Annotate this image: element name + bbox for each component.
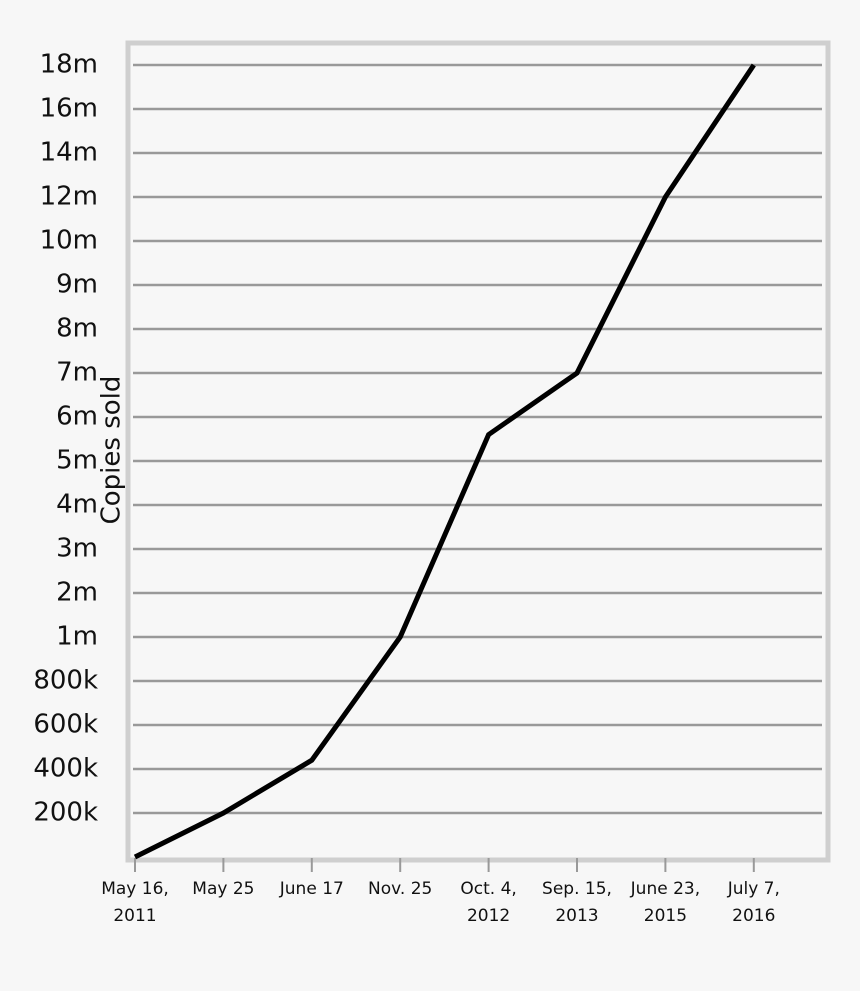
x-tick-label: May 16, 2011 [101,879,169,926]
y-tick-label: 12m [40,182,98,212]
y-tick-label: 8m [56,314,98,344]
y-tick-label: 5m [56,446,98,476]
y-axis-label: Copies sold [97,376,127,525]
y-tick-label: 600k [33,710,98,740]
x-tick-label: Sep. 15, 2013 [542,879,612,926]
x-tick-label: May 25 [192,879,255,899]
y-tick-label: 7m [56,358,98,388]
y-tick-label: 200k [33,798,98,828]
data-line [133,63,756,860]
x-tick-label: June 17 [279,879,344,899]
y-tick-label: 3m [56,534,98,564]
plot-frame [125,40,831,863]
y-tick-label: 4m [56,490,98,520]
y-tick-label: 16m [40,94,98,124]
y-tick-label: 14m [40,138,98,168]
y-tick-label: 10m [40,226,98,256]
y-tick-label: 9m [56,270,98,300]
y-tick-label: 800k [33,666,98,696]
y-tick-label: 2m [56,578,98,608]
x-tick-label: Oct. 4, 2012 [460,879,517,926]
y-tick-label: 400k [33,754,98,784]
y-tick-label: 18m [40,50,98,80]
x-tick-label: Nov. 25 [368,879,433,899]
x-tick-label: June 23, 2015 [630,879,701,926]
y-tick-label: 1m [56,622,98,652]
x-tick-label: July 7, 2016 [727,879,780,926]
y-tick-label: 6m [56,402,98,432]
